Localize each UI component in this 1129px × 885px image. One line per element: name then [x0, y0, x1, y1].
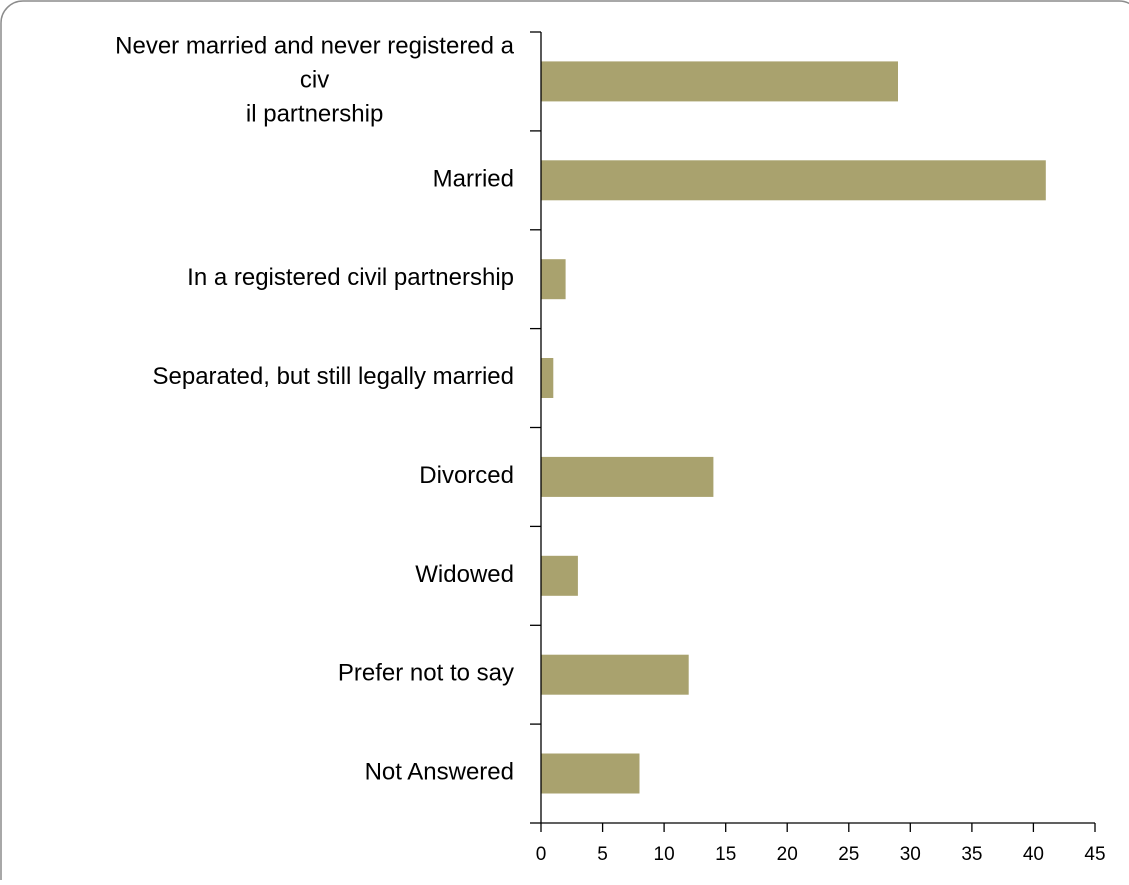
x-tick-label: 20 — [777, 844, 798, 865]
category-label-line: Prefer not to say — [338, 660, 514, 687]
labels-layer: 0 5 10 15 20 25 30 35 40 45 Never married and neve… — [115, 33, 1105, 865]
category-label-line: civ — [300, 67, 329, 94]
bar — [541, 654, 689, 695]
category-label: Married — [433, 166, 514, 193]
category-label-line: Married — [433, 166, 514, 193]
x-tick-label: 10 — [654, 844, 675, 865]
bar — [541, 555, 578, 596]
bar — [541, 61, 898, 102]
category-label-line: Not Answered — [365, 759, 514, 786]
category-label: Divorced — [419, 462, 514, 489]
axes-layer — [530, 31, 1096, 832]
x-tick-label: 40 — [1023, 844, 1044, 865]
x-tick-label: 0 — [536, 844, 547, 865]
category-label-line: il partnership — [246, 101, 383, 128]
category-label-line: In a registered civil partnership — [187, 265, 514, 292]
bar — [541, 160, 1046, 201]
category-label-line: Separated, but still legally married — [152, 363, 514, 390]
bar — [541, 456, 714, 497]
x-tick-label: 30 — [900, 844, 921, 865]
category-label: In a registered civil partnership — [187, 265, 514, 292]
bar — [541, 358, 554, 398]
category-label-line: Divorced — [419, 462, 514, 489]
bars-layer — [541, 61, 1046, 794]
x-tick-label: 5 — [597, 844, 608, 865]
x-tick-label: 15 — [715, 844, 736, 865]
category-label: Prefer not to say — [338, 660, 514, 687]
category-label: Never married and never registered a civ i… — [115, 33, 515, 128]
x-tick-label: 25 — [838, 844, 859, 865]
x-tick-label: 45 — [1084, 844, 1105, 865]
x-tick-label: 35 — [961, 844, 982, 865]
category-label: Not Answered — [365, 759, 514, 786]
category-label: Widowed — [415, 561, 514, 588]
category-label-line: Widowed — [415, 561, 514, 588]
category-label: Separated, but still legally married — [152, 363, 514, 390]
category-label-line: Never married and never registered a — [115, 33, 515, 60]
bar — [541, 753, 640, 794]
bar — [541, 259, 566, 300]
